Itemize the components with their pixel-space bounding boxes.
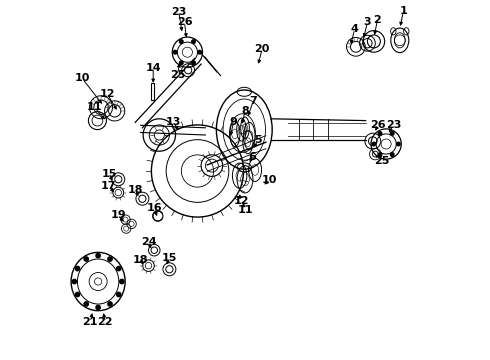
Circle shape bbox=[120, 279, 124, 284]
Circle shape bbox=[372, 142, 376, 146]
Text: 10: 10 bbox=[74, 73, 90, 84]
Text: 5: 5 bbox=[254, 135, 261, 145]
Text: 9: 9 bbox=[229, 117, 238, 127]
Circle shape bbox=[117, 266, 121, 271]
Circle shape bbox=[396, 142, 400, 146]
Text: 12: 12 bbox=[234, 196, 249, 206]
Text: 14: 14 bbox=[146, 63, 161, 73]
Circle shape bbox=[75, 292, 80, 297]
Text: 21: 21 bbox=[82, 317, 98, 327]
Circle shape bbox=[117, 292, 121, 297]
Text: 23: 23 bbox=[171, 6, 187, 17]
Text: 22: 22 bbox=[98, 317, 113, 327]
Circle shape bbox=[179, 40, 183, 44]
Text: 26: 26 bbox=[177, 17, 193, 27]
Text: 23: 23 bbox=[386, 120, 401, 130]
Text: 17: 17 bbox=[101, 181, 117, 192]
Text: 11: 11 bbox=[237, 204, 253, 215]
Text: 18: 18 bbox=[133, 255, 148, 265]
Text: 25: 25 bbox=[374, 156, 390, 166]
Circle shape bbox=[84, 257, 88, 261]
Text: 12: 12 bbox=[100, 89, 115, 99]
Circle shape bbox=[173, 50, 177, 54]
Text: 4: 4 bbox=[351, 24, 359, 34]
Text: 10: 10 bbox=[262, 175, 277, 185]
Circle shape bbox=[72, 279, 76, 284]
Bar bbox=[151, 83, 154, 100]
Circle shape bbox=[378, 132, 382, 135]
Text: 15: 15 bbox=[101, 168, 117, 179]
Text: 11: 11 bbox=[87, 102, 102, 112]
Text: 15: 15 bbox=[162, 253, 177, 264]
Circle shape bbox=[96, 305, 100, 310]
Text: 2: 2 bbox=[373, 15, 381, 25]
Circle shape bbox=[179, 61, 183, 64]
Text: 3: 3 bbox=[364, 17, 371, 27]
Text: 1: 1 bbox=[399, 6, 407, 16]
Circle shape bbox=[192, 40, 196, 44]
Text: 25: 25 bbox=[170, 70, 185, 80]
Circle shape bbox=[391, 153, 394, 156]
Text: 20: 20 bbox=[255, 44, 270, 54]
Circle shape bbox=[391, 132, 394, 135]
Circle shape bbox=[108, 257, 112, 261]
Circle shape bbox=[96, 253, 100, 258]
Text: 24: 24 bbox=[141, 237, 156, 247]
Circle shape bbox=[192, 61, 196, 64]
Text: 8: 8 bbox=[241, 106, 249, 116]
Text: 7: 7 bbox=[249, 96, 257, 106]
Text: 13: 13 bbox=[165, 117, 181, 127]
Circle shape bbox=[198, 50, 201, 54]
Text: 18: 18 bbox=[127, 185, 143, 195]
Text: 16: 16 bbox=[147, 203, 162, 213]
Circle shape bbox=[378, 153, 382, 156]
Circle shape bbox=[84, 302, 88, 306]
Text: 19: 19 bbox=[110, 210, 126, 220]
Circle shape bbox=[108, 302, 112, 306]
Text: 26: 26 bbox=[370, 120, 386, 130]
Text: 6: 6 bbox=[248, 152, 256, 162]
Circle shape bbox=[75, 266, 80, 271]
